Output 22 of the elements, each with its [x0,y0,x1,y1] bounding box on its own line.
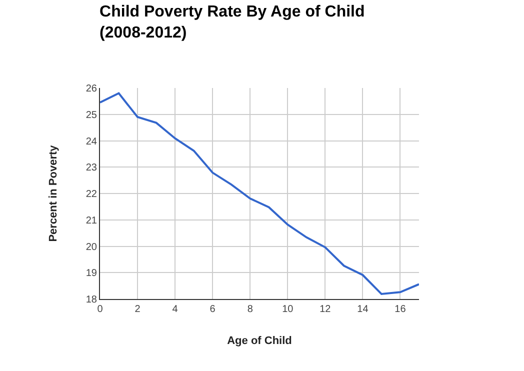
y-tick-label: 26 [86,84,98,94]
x-tick-label: 6 [210,304,216,315]
y-tick-label: 21 [86,215,98,226]
y-tick-label: 18 [86,294,98,306]
y-tick-label: 20 [86,242,98,253]
y-axis-title: Percent in Poverty [48,144,60,242]
y-tick-label: 23 [86,162,98,174]
y-tick-label: 19 [86,268,98,280]
x-tick-label: 14 [357,304,369,315]
x-tick-label: 12 [320,304,332,315]
y-tick-label: 25 [86,110,98,121]
y-tick-label: 22 [86,189,98,200]
x-axis-title: Age of Child [227,335,292,348]
line-series [100,92,419,295]
x-tick-label: 0 [97,304,104,315]
x-tick-label: 16 [394,304,406,315]
chart-title: Child Poverty Rate By Age of Child (2008-2012) [100,4,365,42]
x-tick-label: 2 [134,304,141,315]
y-tick-label: 24 [86,136,98,148]
x-tick-label: 10 [282,304,294,315]
x-tick-label: 8 [247,304,254,315]
x-tick-label: 4 [172,304,178,315]
